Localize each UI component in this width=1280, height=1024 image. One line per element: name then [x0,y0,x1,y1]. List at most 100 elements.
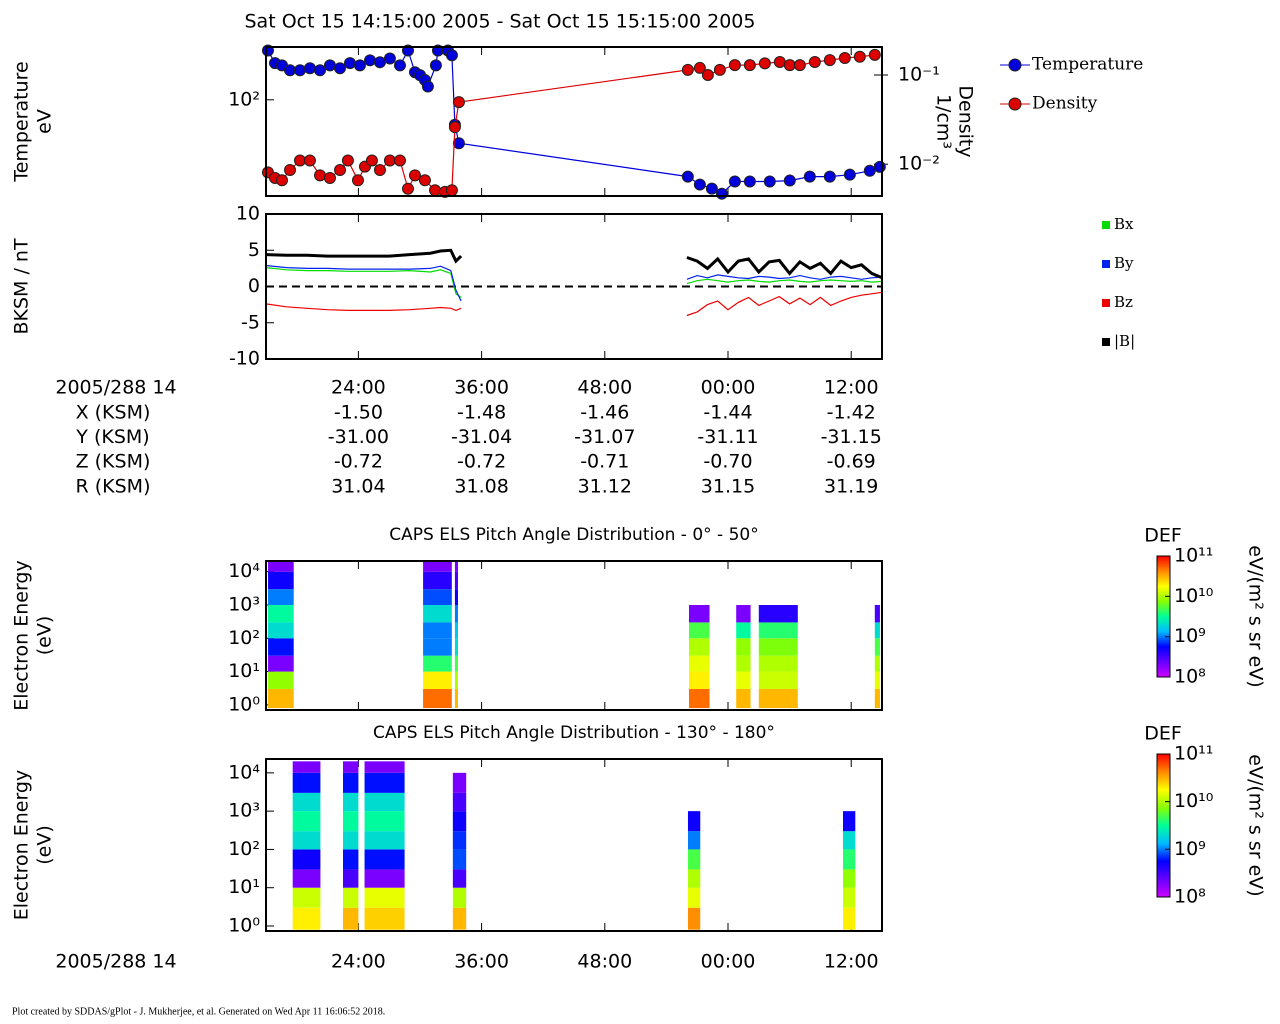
spectrogram-cell [874,671,880,689]
spectrogram-cell [842,907,856,930]
y-tick-label: 10 [236,203,260,225]
data-point [448,121,461,134]
spectrogram-cell [268,561,294,572]
spectrogram-cell [364,811,405,832]
data-point [823,170,836,183]
spectrogram-cell [268,638,294,656]
spectrogram-cell [736,638,751,656]
series-line [265,267,883,298]
plot-frame [265,46,883,197]
legend-label: |B| [1114,332,1135,350]
y-tick-label: 10⁰ [228,914,260,936]
data-point [838,52,851,65]
legend-label: Bz [1114,293,1133,311]
spectrogram-cell [688,638,710,656]
spectrogram-cell [842,887,856,908]
spectrogram-cell [454,655,458,672]
ephemeris-value: -31.07 [574,426,635,448]
spectrogram-cell [874,605,880,623]
spectrogram-cell [687,869,701,888]
x-tick-label: 36:00 [454,377,509,399]
data-point [743,175,756,188]
spectrogram-cell [268,589,294,606]
data-point [843,168,856,181]
spectrogram-cell [452,811,467,832]
y-tick-label: -5 [241,311,260,333]
y-axis-label: eV [34,109,56,134]
y-tick-label: 10¹ [228,876,260,898]
spectrogram-cell [687,849,701,870]
spectrogram-cell [343,772,359,793]
data-point [421,80,434,93]
ephemeris-value: -31.04 [451,426,512,448]
x-tick-label: 00:00 [701,951,756,973]
ephemeris-value: -0.72 [457,451,506,473]
spectrogram-cell [423,571,452,590]
y-tick-label: 10² [228,838,260,860]
y2-tick-label: 10⁻² [898,153,940,175]
y-axis-label: Temperature [11,61,33,182]
spectrogram-cell [842,831,856,850]
data-point [276,174,289,187]
spectrogram-cell [874,655,880,672]
series-line [267,54,875,193]
data-point [793,59,806,72]
spectrogram-cell [736,671,751,689]
data-point [705,182,718,195]
x-tick-label: 24:00 [331,951,386,973]
y-tick-label: 10² [228,627,260,649]
data-point [365,154,378,167]
data-point [418,174,431,187]
data-point [373,164,386,177]
data-point [323,172,336,185]
spectrogram-cell [688,622,710,639]
spectrogram-cell [758,605,798,623]
data-point [383,154,396,167]
spectrogram-cell [452,831,467,850]
x-tick-label: 00:00 [701,377,756,399]
spectrogram-cell [842,811,856,832]
legend-swatch [1102,260,1110,268]
colorbar-label: DEF [1144,723,1182,745]
spectrogram-cell [758,671,798,689]
spectrogram-cell [687,887,701,908]
data-point [728,59,741,72]
data-point [693,178,706,191]
spectrogram-cell [736,688,751,709]
y-axis-label: (eV) [34,616,56,656]
spectrogram-cell [268,622,294,639]
data-point [715,187,728,200]
data-point [758,57,771,70]
spectrogram-cell [268,571,294,590]
y-axis-label: (eV) [34,825,56,865]
ephemeris-value: -31.11 [697,426,758,448]
spectrogram-cell [452,887,467,908]
data-point [303,62,316,75]
spectrogram-cell [292,887,321,908]
data-point [681,63,694,76]
y-tick-label: -10 [229,348,260,370]
colorbar-tick-label: 10⁹ [1174,838,1206,860]
data-point [314,64,327,77]
colorbar [1156,753,1171,898]
legend-label: Bx [1114,215,1134,233]
y-axis-label: BKSM / nT [11,238,33,334]
data-point [284,164,297,177]
spectrogram-cell [292,849,321,870]
colorbar-tick-label: 10⁹ [1174,625,1206,647]
spectrogram-cell [423,605,452,623]
data-point [823,54,836,67]
ephemeris-value: -1.44 [703,402,752,424]
spectrogram-cell [423,638,452,656]
colorbar-unit: eV/(m² s sr eV) [1245,545,1267,687]
spectrogram-cell [452,907,467,930]
spectrogram-cell [364,761,405,773]
data-point [343,57,356,70]
legend-swatch [1102,299,1110,307]
data-point [341,154,354,167]
footer: Plot created by SDDAS/gPlot - J. Mukherj… [12,1006,385,1017]
data-point [783,174,796,187]
spectrogram-cell [292,869,321,888]
y-tick-label: 5 [248,239,260,261]
series-line [267,48,881,195]
